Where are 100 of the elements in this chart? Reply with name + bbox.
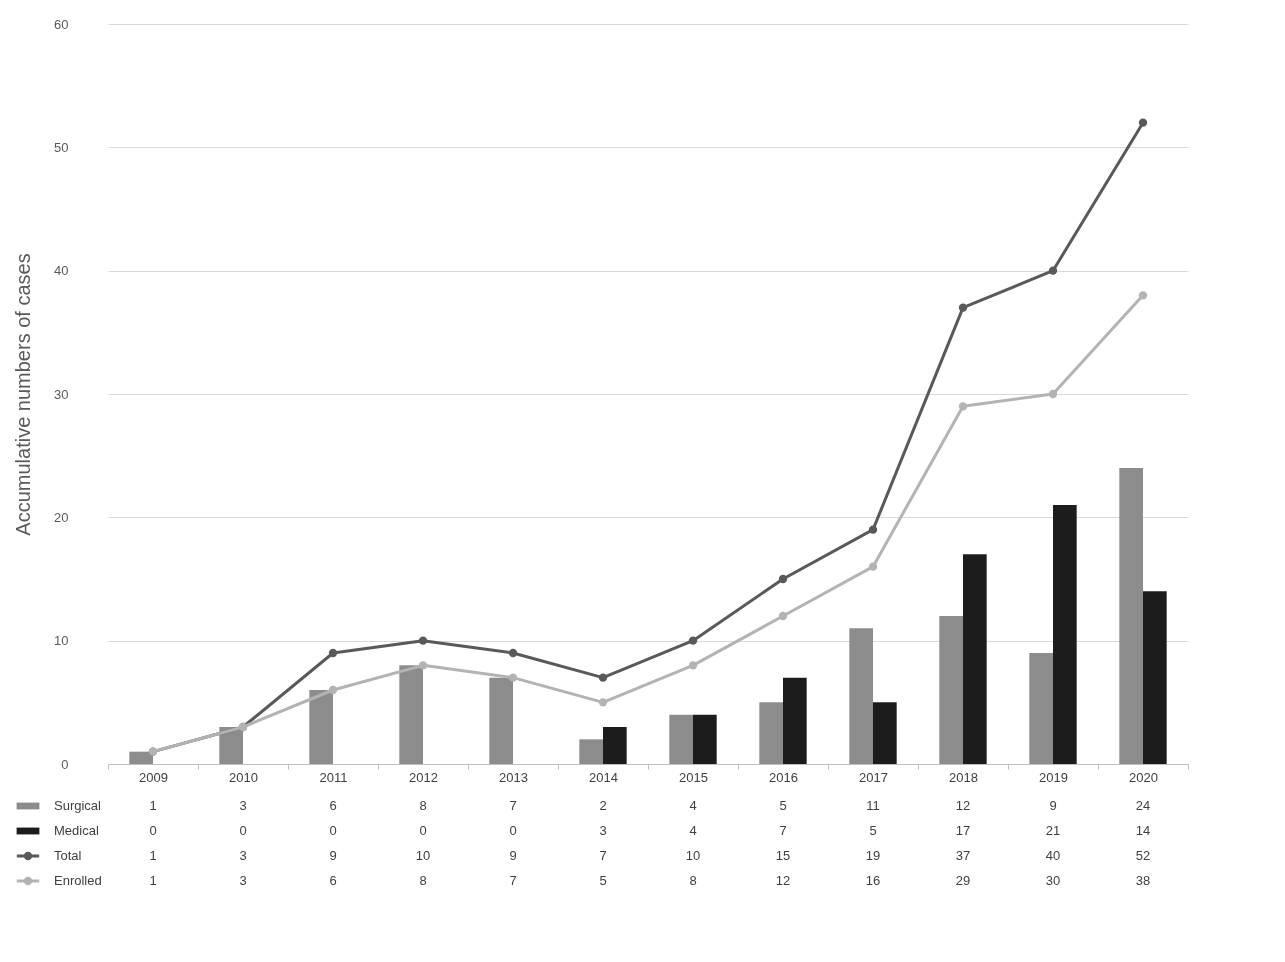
data-label: 8	[419, 873, 427, 888]
data-label: 12	[955, 798, 971, 813]
data-label: 3	[599, 823, 607, 838]
data-label: 9	[329, 848, 337, 863]
x-tick-label: 2009	[139, 769, 168, 785]
point	[688, 636, 698, 645]
data-label: 6	[329, 873, 337, 888]
x-tick-label: 2011	[319, 769, 348, 785]
legend-label: Surgical	[54, 798, 102, 813]
x-tick-label: 2010	[229, 769, 258, 785]
point	[1048, 389, 1058, 399]
data-label: 37	[955, 848, 971, 863]
data-label: 0	[329, 823, 337, 838]
data-label: 1	[149, 873, 157, 888]
point	[958, 402, 968, 411]
point	[508, 673, 518, 682]
x-tick-label: 2012	[409, 769, 438, 785]
point	[1138, 291, 1148, 300]
bar	[579, 739, 603, 764]
y-tick-label: 30	[54, 386, 69, 402]
point	[1138, 118, 1148, 127]
data-label: 5	[779, 798, 787, 813]
bar	[603, 727, 627, 764]
data-label: 0	[509, 823, 517, 838]
x-tick-label: 2017	[859, 769, 888, 785]
point	[868, 562, 878, 571]
data-label: 10	[415, 848, 431, 863]
y-tick-label: 20	[54, 509, 69, 525]
bar	[1143, 591, 1167, 764]
data-label: 29	[955, 873, 971, 888]
data-label: 3	[239, 798, 247, 813]
y-tick-label: 60	[54, 16, 69, 32]
point	[598, 698, 608, 707]
y-tick-label: 40	[54, 263, 69, 279]
point	[598, 673, 608, 682]
data-label: 0	[149, 823, 157, 838]
bar	[219, 727, 243, 764]
bar	[849, 628, 873, 764]
bar	[783, 677, 807, 764]
data-label: 7	[509, 798, 517, 813]
data-label: 3	[239, 873, 247, 888]
legend-label: Total	[54, 848, 82, 863]
x-tick-label: 2018	[949, 769, 978, 785]
x-tick-label: 2019	[1039, 769, 1068, 785]
data-label: 6	[329, 798, 337, 813]
point	[418, 661, 428, 670]
y-axis-title: Accumulative numbers of cases	[12, 253, 35, 536]
bar	[669, 714, 693, 764]
data-label: 9	[509, 848, 517, 863]
data-label: 5	[869, 823, 877, 838]
data-label: 4	[689, 823, 697, 838]
bar	[309, 690, 333, 764]
data-label: 9	[1049, 798, 1057, 813]
bar	[939, 616, 963, 764]
bar	[759, 702, 783, 764]
data-label: 12	[775, 873, 791, 888]
y-tick-label: 0	[61, 756, 69, 772]
data-label: 1	[149, 798, 157, 813]
y-tick-label: 50	[54, 139, 69, 155]
data-label: 0	[239, 823, 247, 838]
data-label: 15	[775, 848, 791, 863]
point	[958, 303, 968, 312]
data-label: 2	[599, 798, 607, 813]
bar	[399, 665, 423, 764]
data-label: 8	[689, 873, 697, 888]
data-label: 8	[419, 798, 427, 813]
bar	[873, 702, 897, 764]
point	[1048, 266, 1058, 275]
x-tick-label: 2014	[589, 769, 618, 785]
data-label: 17	[955, 823, 971, 838]
point	[418, 636, 428, 645]
bar	[1119, 468, 1143, 764]
data-label: 7	[599, 848, 607, 863]
bar	[1053, 505, 1077, 764]
point	[778, 611, 788, 621]
bar	[693, 714, 717, 764]
data-label: 10	[685, 848, 701, 863]
data-label: 40	[1045, 848, 1061, 863]
data-label: 52	[1135, 848, 1151, 863]
legend-label: Medical	[54, 823, 99, 838]
data-label: 30	[1045, 873, 1061, 888]
point	[328, 648, 338, 658]
point	[688, 661, 698, 670]
bar	[129, 751, 153, 764]
bar	[1029, 653, 1053, 764]
x-tick-label: 2015	[679, 769, 708, 785]
data-label: 24	[1135, 798, 1151, 813]
bar	[963, 554, 987, 764]
data-label: 1	[149, 848, 157, 863]
data-label: 3	[239, 848, 247, 863]
point	[868, 525, 878, 534]
data-label: 11	[866, 798, 880, 813]
bar	[489, 677, 513, 764]
legend-label: Enrolled	[54, 873, 102, 888]
data-label: 0	[419, 823, 427, 838]
data-label: 38	[1135, 873, 1151, 888]
data-label: 5	[599, 873, 607, 888]
x-tick-label: 2020	[1129, 769, 1158, 785]
data-label: 21	[1045, 823, 1061, 838]
point	[778, 574, 788, 584]
